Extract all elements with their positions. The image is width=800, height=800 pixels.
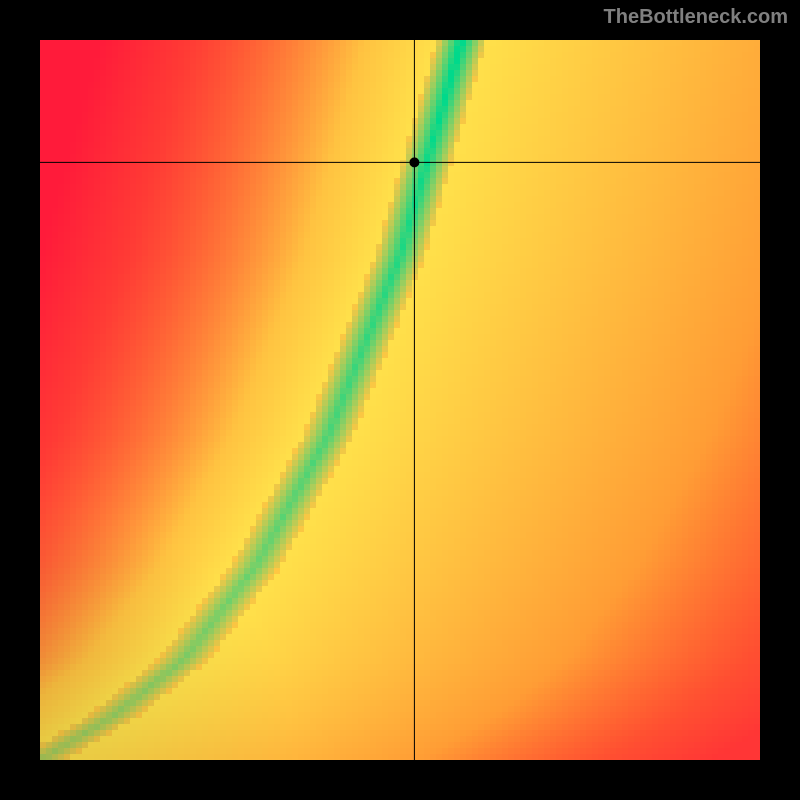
figure-root: TheBottleneck.com <box>0 0 800 800</box>
heatmap-canvas <box>40 40 760 760</box>
heatmap-chart <box>40 40 760 760</box>
watermark-text: TheBottleneck.com <box>604 6 788 29</box>
